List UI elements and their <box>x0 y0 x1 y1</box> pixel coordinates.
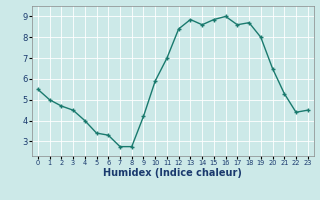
X-axis label: Humidex (Indice chaleur): Humidex (Indice chaleur) <box>103 168 242 178</box>
